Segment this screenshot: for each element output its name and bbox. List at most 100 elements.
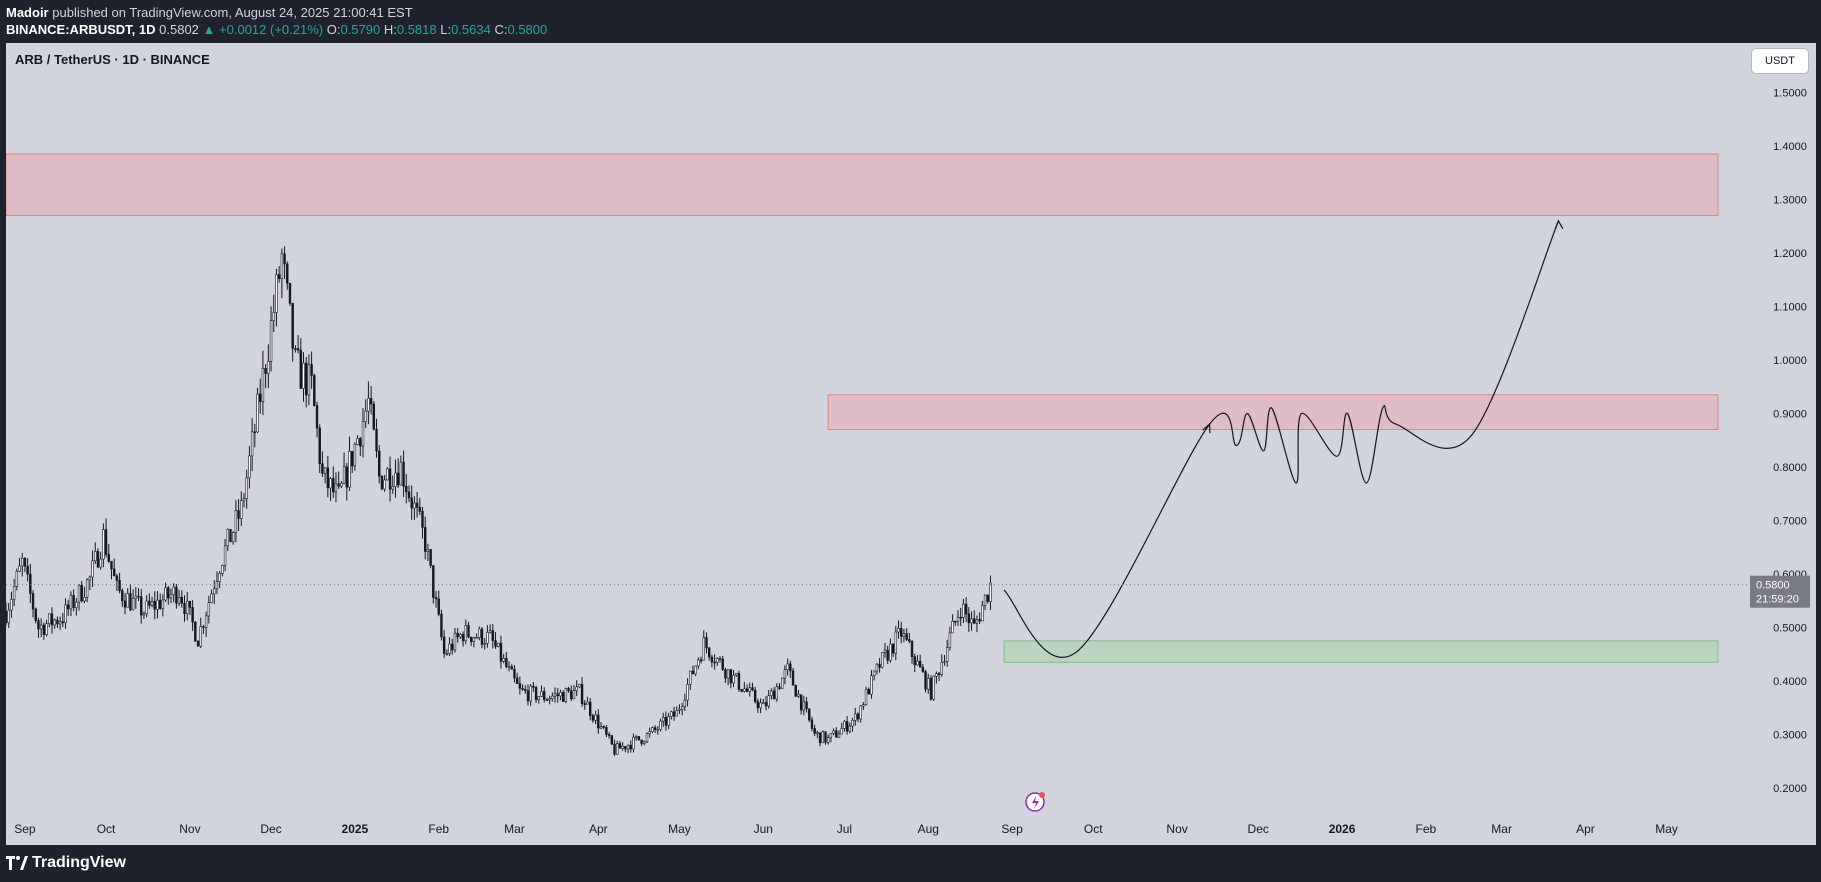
- candle-body: [721, 658, 724, 670]
- candle-body: [131, 598, 135, 611]
- candle-body: [634, 736, 638, 738]
- candle-body: [172, 586, 175, 595]
- y-tick-label: 1.3000: [1773, 195, 1807, 207]
- projection-path: [1003, 220, 1559, 658]
- candle-body: [486, 632, 489, 644]
- candle-body: [204, 615, 208, 628]
- candle-body: [283, 253, 286, 265]
- candle-body: [499, 642, 503, 662]
- y-tick-label: 1.1000: [1773, 302, 1807, 314]
- candle-body: [753, 689, 757, 702]
- x-tick-label: Nov: [1166, 822, 1187, 836]
- chart-area[interactable]: 1.5000 1.4000 1.3000 1.2000 1.1000 1.0000 0.90…: [6, 43, 1816, 845]
- candle-body: [959, 616, 962, 619]
- candle-body: [632, 736, 635, 750]
- candle-body: [53, 619, 56, 626]
- candle-body: [810, 719, 814, 729]
- candle-body: [440, 613, 443, 638]
- candle-body: [210, 593, 213, 603]
- candle-body: [112, 568, 116, 577]
- y-tick-label: 1.5000: [1773, 88, 1807, 100]
- candle-body: [591, 715, 595, 721]
- author-name[interactable]: Madoir: [6, 5, 49, 20]
- candle-body: [467, 625, 470, 638]
- candle-body: [848, 725, 852, 732]
- candle-body: [515, 677, 519, 684]
- tradingview-logo[interactable]: TradingView: [6, 853, 126, 873]
- candle-body: [21, 558, 24, 567]
- candle-body: [229, 529, 232, 543]
- candle-body: [534, 687, 538, 701]
- candle-body: [783, 669, 787, 679]
- candle-body: [294, 348, 297, 350]
- candle-body: [908, 639, 911, 642]
- candle-body: [835, 730, 838, 738]
- candle-body: [480, 628, 484, 645]
- candle-body: [707, 647, 711, 658]
- candle-body: [242, 498, 246, 501]
- candle-body: [564, 688, 568, 702]
- chart-canvas[interactable]: 1.5000 1.4000 1.3000 1.2000 1.1000 1.0000 0.90…: [6, 43, 1816, 845]
- publish-header: Madoir published on TradingView.com, Aug…: [0, 0, 1821, 43]
- candle-body: [256, 393, 259, 433]
- candle-body: [843, 721, 846, 729]
- candle-body: [253, 431, 257, 434]
- candle-body: [340, 482, 343, 487]
- candle-body: [353, 444, 357, 467]
- candle-body: [226, 529, 229, 547]
- x-tick-label: Mar: [1491, 822, 1512, 836]
- candle-body: [905, 633, 908, 640]
- candle-body: [194, 621, 197, 642]
- candle-body: [218, 573, 221, 582]
- candle-body: [378, 450, 381, 477]
- candle-body: [472, 637, 476, 642]
- candle-body: [540, 691, 543, 697]
- candle-body: [716, 658, 719, 663]
- candle-body: [729, 669, 733, 684]
- candle-body: [196, 640, 200, 647]
- candle-body: [240, 500, 243, 519]
- open-value: 0.5790: [340, 22, 381, 37]
- candle-body: [26, 565, 29, 575]
- candle-body: [653, 727, 657, 730]
- last-price-value: 0.5800: [1756, 580, 1790, 592]
- x-tick-label: Dec: [260, 822, 281, 836]
- candle-body: [697, 659, 700, 667]
- candle-body: [497, 642, 500, 647]
- candle-body: [245, 477, 248, 499]
- candle-body: [342, 466, 346, 484]
- candle-body: [48, 613, 51, 625]
- candle-body: [399, 461, 403, 486]
- x-tick-label: Jun: [754, 822, 773, 836]
- candle-body: [85, 579, 89, 598]
- candle-body: [648, 731, 651, 735]
- x-tick-label: 2025: [342, 822, 369, 836]
- candle-body: [599, 726, 603, 729]
- candle-body: [588, 701, 592, 716]
- candle-body: [881, 652, 884, 668]
- currency-selector[interactable]: USDT: [1752, 49, 1808, 73]
- candle-body: [413, 502, 416, 509]
- candle-body: [307, 364, 311, 396]
- candle-body: [12, 586, 16, 600]
- candle-body: [610, 735, 614, 745]
- candle-body: [448, 643, 451, 654]
- candle-body: [442, 636, 446, 654]
- candle-body: [175, 586, 178, 604]
- candle-body: [989, 582, 992, 602]
- candle-body: [488, 630, 492, 633]
- candle-body: [275, 274, 278, 313]
- candle-body: [50, 613, 54, 626]
- candle-body: [856, 713, 860, 720]
- y-tick-label: 0.4000: [1773, 676, 1807, 688]
- candle-body: [391, 486, 394, 490]
- candle-body: [248, 455, 251, 479]
- candle-body: [237, 510, 240, 519]
- candle-body: [975, 619, 979, 624]
- candle-body: [137, 595, 140, 598]
- change-up-icon: ▲: [202, 22, 216, 37]
- candle-body: [115, 575, 119, 581]
- candle-body: [323, 467, 327, 474]
- candle-body: [913, 656, 916, 666]
- candle-body: [921, 666, 925, 672]
